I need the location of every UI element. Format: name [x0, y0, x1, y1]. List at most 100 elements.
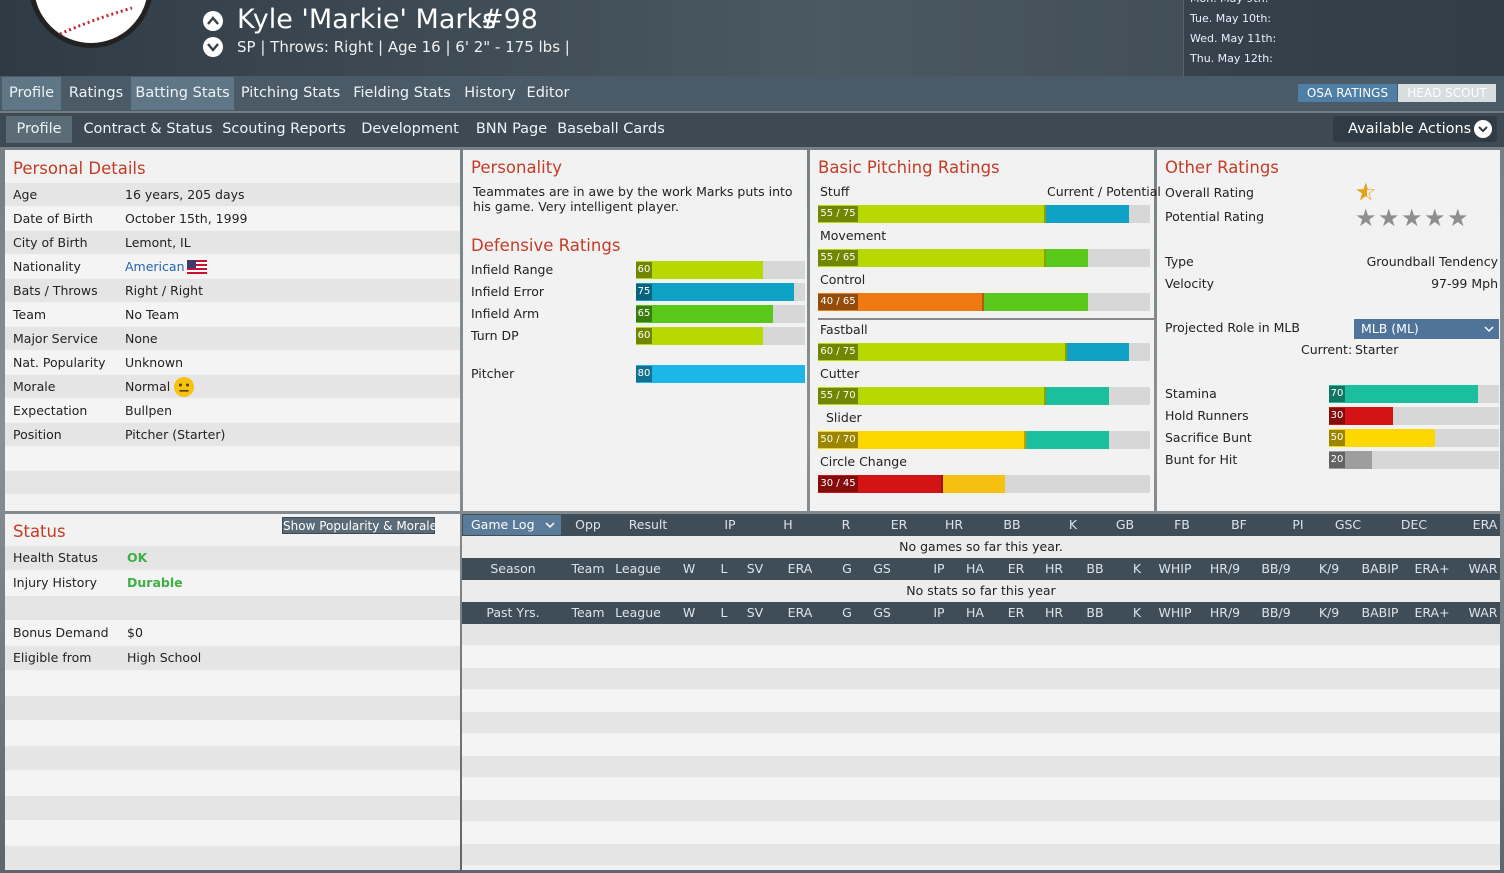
tab[interactable]: Profile	[2, 77, 61, 110]
pitch-label: Cutter	[820, 366, 860, 381]
schedule-day: Wed. May 11th:	[1190, 32, 1277, 45]
personality-text: Teammates are in awe by the work Marks p…	[473, 184, 793, 214]
column-header: BB	[1086, 561, 1104, 576]
column-header: League	[615, 561, 661, 576]
status-value: High School	[127, 650, 202, 665]
row-stripe	[5, 721, 460, 745]
bar-current	[818, 343, 1067, 361]
row-stripe	[5, 621, 460, 645]
star: ★	[1424, 204, 1446, 232]
row-stripe	[5, 696, 460, 720]
column-header: PI	[1292, 517, 1304, 532]
column-header: GB	[1115, 517, 1135, 532]
row-stripe	[5, 796, 460, 820]
tab[interactable]: Pitching Stats	[240, 85, 341, 101]
bar-potential	[1046, 205, 1130, 223]
column-header: ERA	[787, 605, 813, 620]
column-header: League	[615, 605, 661, 620]
info-label: Velocity	[1165, 276, 1215, 291]
row-stripe	[5, 207, 460, 230]
game-log-select[interactable]: Game Log	[463, 515, 561, 535]
detail-value[interactable]: American	[125, 259, 185, 274]
bar-value: 50 / 70	[818, 432, 858, 448]
tab[interactable]: Batting Stats	[131, 77, 234, 110]
subtab[interactable]: Contract & Status	[83, 121, 213, 137]
row-stripe	[5, 821, 460, 845]
row-stripe	[462, 646, 1500, 667]
row-stripe	[5, 846, 460, 870]
info-value: Groundball Tendency	[1366, 254, 1498, 269]
column-header: L	[720, 605, 728, 620]
header	[0, 0, 1504, 76]
chevron	[1484, 326, 1494, 333]
star: ★	[1355, 204, 1377, 232]
bar-current	[818, 293, 984, 311]
row-stripe	[5, 327, 460, 350]
star: ★	[1401, 204, 1423, 232]
subtab[interactable]: Profile	[6, 116, 72, 143]
column-header: Past Yrs.	[486, 605, 540, 620]
column-header: ERA	[787, 561, 813, 576]
bar-potential	[1046, 387, 1109, 405]
detail-value: None	[125, 331, 158, 346]
bar-track	[1329, 451, 1499, 469]
column-header: DEC	[1400, 517, 1428, 532]
empty-row	[462, 580, 1500, 602]
bar-current	[818, 249, 1047, 267]
detail-label: Expectation	[13, 403, 88, 418]
detail-value: Normal	[125, 379, 171, 394]
rating-label: Overall Rating	[1165, 185, 1254, 200]
panel-title: Personal Details	[13, 159, 146, 178]
column-header: L	[720, 561, 728, 576]
bar	[636, 365, 805, 383]
tab[interactable]: History	[464, 85, 516, 101]
rating-label: Infield Range	[471, 262, 554, 277]
column-header: HR/9	[1209, 605, 1241, 620]
column-header: WHIP	[1158, 561, 1192, 576]
row-stripe	[462, 844, 1500, 865]
rating-label: Potential Rating	[1165, 209, 1265, 224]
bar	[636, 283, 795, 301]
rating-label: Infield Arm	[471, 306, 540, 321]
role-label: Projected Role in MLB	[1165, 320, 1300, 335]
row-stripe	[462, 800, 1500, 821]
actions-button[interactable]: Available Actions	[1333, 116, 1497, 142]
detail-label: Age	[13, 187, 38, 202]
panel-title: Defensive Ratings	[471, 236, 621, 255]
column-header: ER	[1007, 561, 1025, 576]
star: ★	[1378, 204, 1400, 232]
column-header: Result	[628, 517, 668, 532]
role-current-label: Current:	[1301, 342, 1353, 357]
subtab[interactable]: Scouting Reports	[222, 121, 346, 137]
detail-label: Position	[13, 427, 62, 442]
scout-toggle-osa[interactable]: OSA RATINGS	[1298, 84, 1397, 102]
status-label: Bonus Demand	[13, 625, 109, 640]
column-header: BF	[1231, 517, 1247, 532]
role-select[interactable]: MLB (ML)	[1354, 319, 1499, 339]
tab[interactable]: Ratings	[68, 85, 124, 101]
scout-toggle-head[interactable]: HEAD SCOUT	[1398, 84, 1496, 102]
column-header: G	[842, 561, 852, 576]
nav-arrows[interactable]	[202, 10, 226, 60]
subtab[interactable]: Baseball Cards	[557, 121, 665, 137]
row-stripe	[462, 822, 1500, 843]
column-header: BB/9	[1261, 561, 1291, 576]
subtab[interactable]: BNN Page	[475, 121, 548, 137]
bar-value: 40 / 65	[818, 294, 858, 310]
tab[interactable]: Editor	[526, 85, 570, 101]
column-header: K	[1132, 561, 1142, 576]
status-button[interactable]: Show Popularity & Morale	[282, 517, 438, 534]
column-header: BB	[1086, 605, 1104, 620]
rating-label: Pitcher	[471, 366, 515, 381]
empty-message: No stats so far this year	[906, 583, 1056, 598]
detail-value: Right / Right	[125, 283, 203, 298]
table-header	[462, 514, 1500, 536]
pitch-label: Stuff	[820, 184, 850, 199]
schedule-day: Tue. May 10th:	[1190, 12, 1272, 25]
column-header: H	[783, 517, 793, 532]
morale-icon	[174, 377, 194, 397]
detail-label: Nat. Popularity	[13, 355, 106, 370]
tab[interactable]: Fielding Stats	[353, 85, 451, 101]
subtab[interactable]: Development	[361, 121, 459, 137]
